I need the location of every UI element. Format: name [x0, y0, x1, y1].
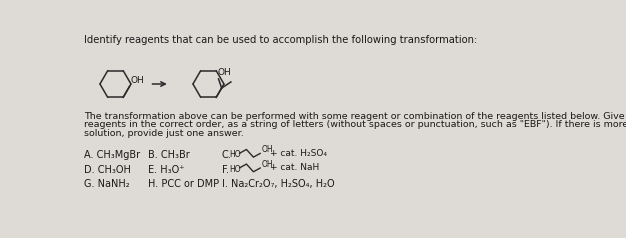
Text: OH: OH	[261, 145, 273, 154]
Text: B. CH₃Br: B. CH₃Br	[148, 150, 190, 160]
Text: Identify reagents that can be used to accomplish the following transformation:: Identify reagents that can be used to ac…	[85, 35, 478, 45]
Text: H. PCC or DMP: H. PCC or DMP	[148, 179, 219, 189]
Text: OH: OH	[218, 68, 232, 77]
Text: E. H₃O⁺: E. H₃O⁺	[148, 165, 185, 175]
Text: F.: F.	[222, 165, 228, 175]
Text: The transformation above can be performed with some reagent or combination of th: The transformation above can be performe…	[85, 112, 626, 121]
Text: reagents in the correct order, as a string of letters (without spaces or punctua: reagents in the correct order, as a stri…	[85, 120, 626, 129]
Text: OH: OH	[130, 76, 144, 85]
Text: OH: OH	[261, 160, 273, 169]
Text: G. NaNH₂: G. NaNH₂	[85, 179, 130, 189]
Text: I. Na₂Cr₂O₇, H₂SO₄, H₂O: I. Na₂Cr₂O₇, H₂SO₄, H₂O	[222, 179, 334, 189]
Text: HO: HO	[229, 150, 241, 159]
Text: A. CH₃MgBr: A. CH₃MgBr	[85, 150, 141, 160]
Text: solution, provide just one answer.: solution, provide just one answer.	[85, 129, 244, 138]
Text: + cat. NaH: + cat. NaH	[270, 164, 319, 172]
Text: D. CH₃OH: D. CH₃OH	[85, 165, 131, 175]
Text: HO: HO	[229, 165, 241, 174]
Text: + cat. H₂SO₄: + cat. H₂SO₄	[270, 149, 327, 158]
Text: C.: C.	[222, 150, 232, 160]
